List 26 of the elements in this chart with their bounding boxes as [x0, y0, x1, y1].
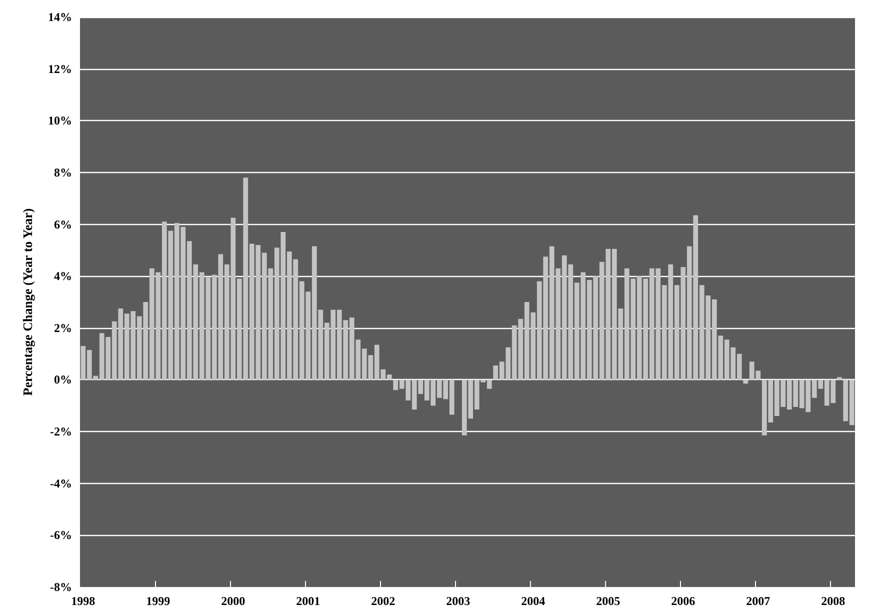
bar	[743, 380, 748, 384]
x-tick-label: 1999	[146, 594, 170, 608]
x-tick-label: 2005	[596, 594, 620, 608]
y-tick-label: 0%	[54, 372, 72, 387]
bar	[836, 377, 842, 380]
y-tick-label: 6%	[54, 217, 72, 232]
x-tick-label: 2004	[521, 594, 546, 608]
y-tick-label: 2%	[54, 320, 72, 335]
y-tick-label: 10%	[48, 114, 72, 128]
x-tick-label: 2003	[446, 594, 470, 608]
x-tick-label: 2001	[296, 594, 320, 608]
x-tick-label: 1998	[71, 594, 96, 608]
y-tick-label: 14%	[48, 10, 72, 24]
x-tick-label: 2002	[371, 594, 396, 608]
x-tick-label: 2006	[671, 594, 696, 608]
y-tick-label: -4%	[50, 476, 72, 490]
y-tick-label: -2%	[50, 424, 72, 439]
y-tick-label: -6%	[50, 528, 72, 542]
x-tick-label: 2000	[221, 594, 246, 608]
y-tick-label: 4%	[54, 269, 72, 284]
x-tick-label: 2007	[746, 594, 770, 608]
y-axis-title: Percentage Change (Year to Year)	[20, 208, 35, 396]
y-tick-label: 8%	[54, 165, 72, 180]
x-tick-label: 2008	[821, 594, 846, 608]
y-tick-label: -8%	[50, 580, 72, 594]
y-tick-label: 12%	[48, 62, 72, 76]
